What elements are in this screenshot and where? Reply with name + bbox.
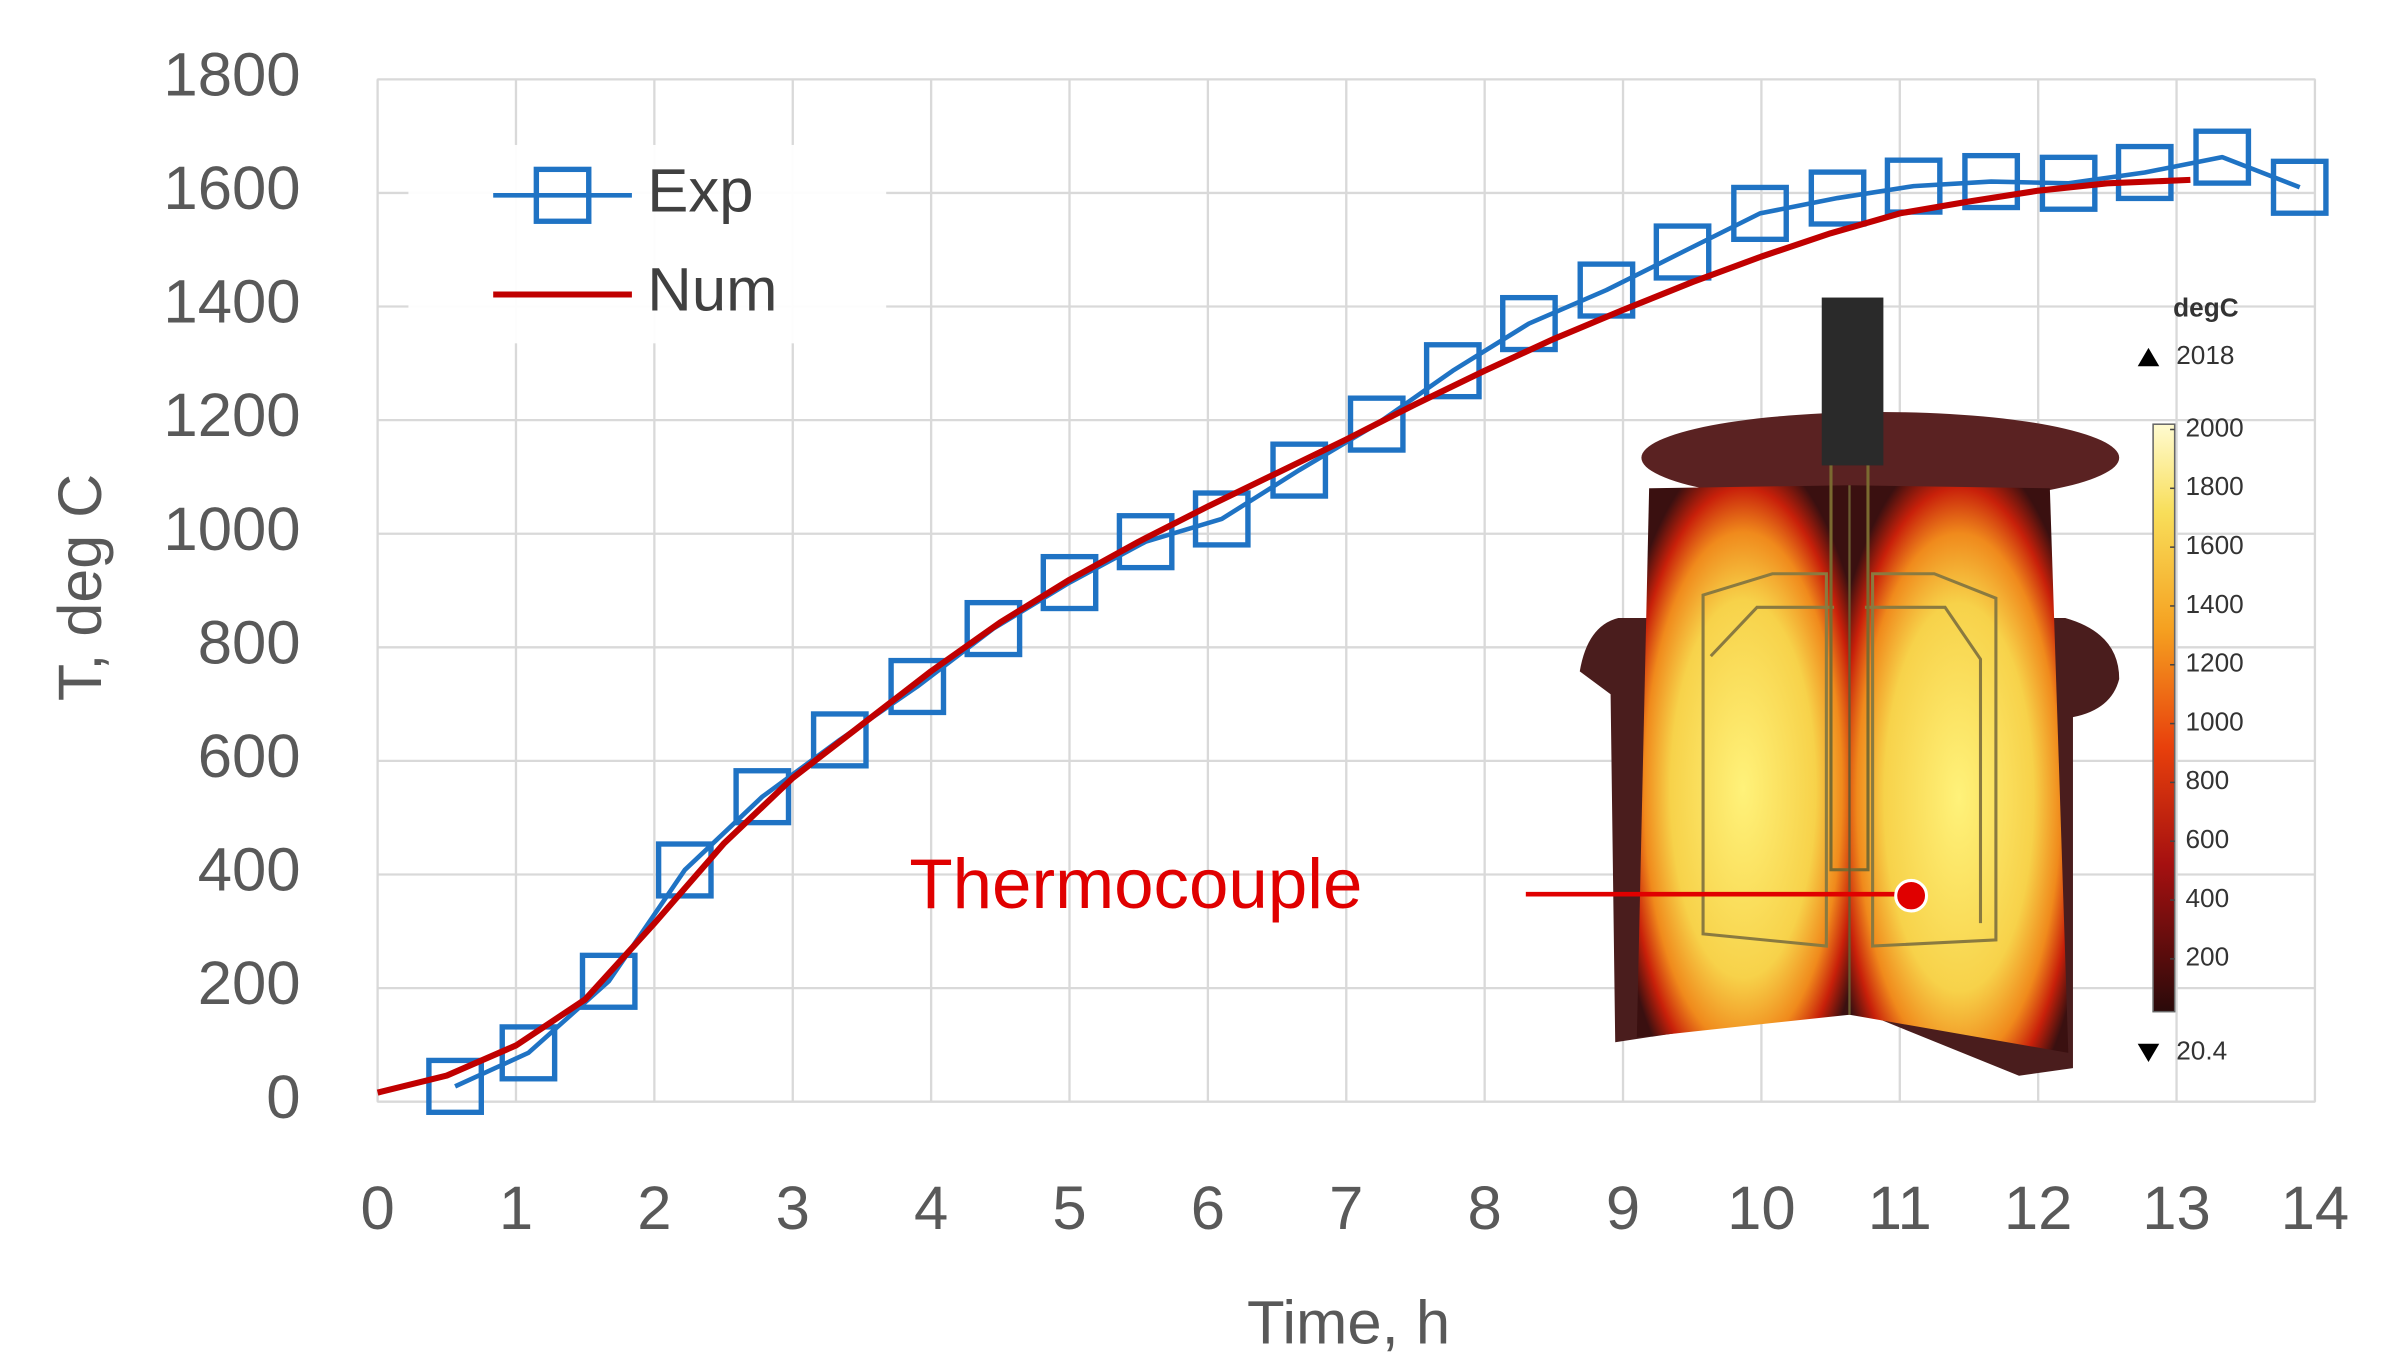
x-tick-label: 11: [1868, 1173, 1932, 1242]
colorbar-title: degC: [2173, 293, 2239, 323]
data-marker: [2274, 161, 2326, 213]
y-tick-label: 400: [198, 835, 301, 904]
stem: [1822, 298, 1884, 466]
y-tick-label: 800: [198, 608, 301, 677]
x-tick-label: 7: [1329, 1173, 1363, 1242]
colorbar-max: 2018: [2176, 340, 2234, 370]
x-tick-label: 9: [1606, 1173, 1640, 1242]
max-marker: [2138, 348, 2160, 366]
x-tick-label: 14: [2281, 1173, 2350, 1242]
cut-face-left: [1637, 485, 1850, 1037]
annotation: Thermocouple: [909, 844, 1362, 923]
min-marker: [2138, 1044, 2160, 1062]
chart: degC 2018 20.4 Thermocouple ExpNum 02004…: [0, 0, 2392, 1355]
cut-face-right: [1849, 485, 2068, 1053]
colorbar-tick-label: 1600: [2185, 530, 2243, 560]
legend-label: Num: [647, 255, 777, 324]
x-tick-label: 1: [499, 1173, 533, 1242]
crucible-inset: degC 2018 20.4 Thermocouple: [909, 293, 2238, 1076]
colorbar-tick-label: 1200: [2185, 648, 2243, 678]
x-tick-label: 3: [776, 1173, 810, 1242]
y-tick-label: 0: [266, 1062, 300, 1131]
colorbar-tick-label: 2000: [2185, 412, 2243, 442]
y-tick-label: 1600: [163, 153, 300, 222]
y-tick-label: 200: [198, 949, 301, 1018]
y-tick-label: 1400: [163, 267, 300, 336]
y-tick-label: 600: [198, 721, 301, 790]
x-tick-label: 2: [637, 1173, 671, 1242]
x-tick-label: 5: [1052, 1173, 1086, 1242]
colorbar: [2153, 424, 2175, 1011]
colorbar-tick-label: 400: [2185, 883, 2229, 913]
x-tick-label: 10: [1727, 1173, 1796, 1242]
y-axis-label: T, deg C: [45, 474, 114, 701]
x-tick-label: 0: [360, 1173, 394, 1242]
x-tick-label: 6: [1191, 1173, 1225, 1242]
y-tick-label: 1800: [163, 40, 300, 109]
y-tick-label: 1200: [163, 381, 300, 450]
colorbar-tick-label: 600: [2185, 824, 2229, 854]
legend-label: Exp: [647, 156, 753, 225]
y-tick-label: 1000: [163, 494, 300, 563]
x-tick-label: 13: [2142, 1173, 2211, 1242]
x-tick-label: 8: [1468, 1173, 1502, 1242]
colorbar-tick-label: 800: [2185, 765, 2229, 795]
thermocouple-point: [1896, 880, 1927, 911]
colorbar-tick-label: 1400: [2185, 589, 2243, 619]
colorbar-tick-label: 200: [2185, 942, 2229, 972]
colorbar-tick-label: 1800: [2185, 471, 2243, 501]
colorbar-tick-label: 1000: [2185, 707, 2243, 737]
x-tick-label: 4: [914, 1173, 948, 1242]
x-axis-label: Time, h: [1247, 1288, 1450, 1355]
x-tick-label: 12: [2004, 1173, 2073, 1242]
colorbar-min: 20.4: [2176, 1036, 2227, 1066]
